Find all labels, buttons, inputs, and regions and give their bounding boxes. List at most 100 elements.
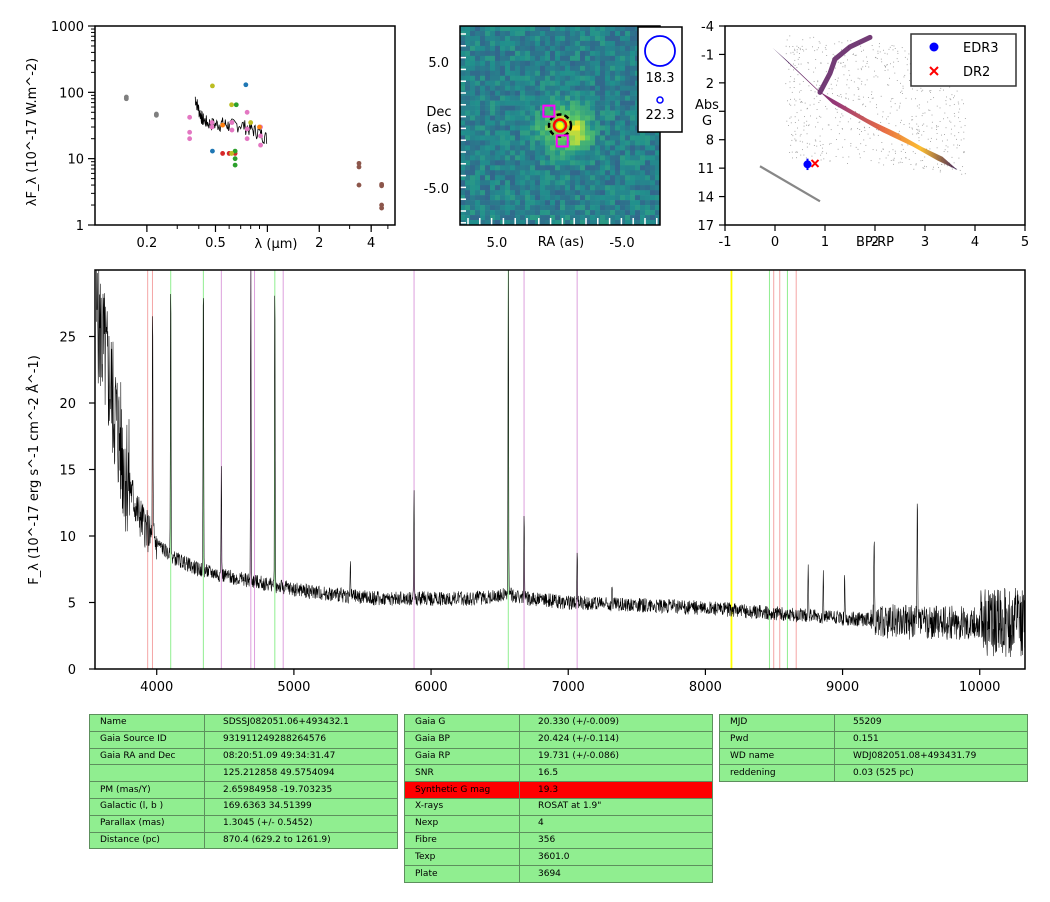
img-pixel [600, 175, 606, 181]
hr-background-star [822, 151, 824, 153]
img-pixel [630, 180, 636, 186]
img-pixel [485, 180, 491, 186]
img-pixel [630, 200, 636, 206]
img-pixel [555, 26, 561, 32]
img-pixel [515, 190, 521, 196]
img-pixel [585, 70, 591, 77]
hr-background-star [860, 67, 862, 69]
img-pixel [580, 180, 586, 186]
img-pixel [485, 55, 491, 62]
img-pixel [545, 215, 551, 221]
hr-background-star [834, 43, 836, 45]
img-pixel [595, 40, 601, 47]
img-pixel [585, 65, 591, 72]
img-pixel [470, 70, 476, 77]
img-pixel [640, 180, 646, 186]
img-pixel [575, 140, 581, 146]
hr-background-star [809, 104, 811, 106]
img-pixel [525, 70, 531, 77]
img-pixel [620, 220, 626, 226]
hr-background-star [882, 111, 884, 113]
img-pixel [620, 160, 626, 166]
img-pixel [550, 75, 556, 82]
hr-background-star [959, 144, 960, 146]
img-pixel [500, 215, 506, 221]
img-pixel [485, 26, 491, 32]
sed-photometry-point [229, 151, 234, 156]
img-pixel [645, 90, 651, 96]
img-pixel [575, 45, 581, 52]
hr-background-star [958, 132, 960, 134]
img-pixel [505, 180, 511, 186]
img-pixel [630, 190, 636, 196]
img-pixel [535, 60, 541, 67]
img-pixel [585, 150, 591, 156]
img-pixel [540, 205, 546, 211]
img-pixel [620, 95, 626, 101]
img-pixel [615, 150, 621, 156]
hr-background-star [929, 148, 931, 150]
img-pixel [535, 45, 541, 52]
hr-background-star [915, 98, 917, 100]
hr-background-star [791, 134, 793, 135]
img-pixel [585, 160, 591, 166]
img-pixel [510, 210, 516, 216]
img-pixel [615, 65, 621, 72]
hr-background-star [885, 157, 887, 159]
img-pixel [655, 200, 661, 206]
hr-background-star [837, 148, 839, 150]
hr-background-star [866, 61, 868, 63]
img-pixel [515, 145, 521, 151]
img-pixel [565, 220, 571, 226]
img-pixel [540, 170, 546, 176]
img-pixel [560, 180, 566, 186]
img-pixel [535, 40, 541, 47]
hr-background-star [872, 97, 874, 99]
img-pixel [465, 35, 471, 42]
hr-background-star [847, 121, 849, 123]
img-pixel [620, 70, 626, 77]
img-pixel [525, 135, 531, 141]
img-pixel [625, 30, 631, 37]
hr-background-star [790, 52, 792, 54]
img-pixel [565, 95, 571, 101]
img-pixel [500, 120, 506, 126]
img-pixel [515, 130, 521, 136]
img-pixel [585, 130, 591, 136]
hr-background-star [913, 168, 915, 170]
img-pixel [495, 75, 501, 82]
img-pixel [590, 26, 596, 32]
img-pixel [575, 95, 581, 101]
hr-background-star [896, 79, 898, 81]
img-pixel [490, 165, 496, 171]
img-pixel [460, 125, 466, 131]
img-pixel [580, 55, 586, 62]
img-pixel [560, 175, 566, 181]
hr-background-star [848, 70, 850, 72]
hr-background-star [822, 51, 823, 53]
hr-background-star [814, 91, 816, 93]
hr-background-star [882, 148, 884, 150]
img-pixel [470, 75, 476, 82]
img-pixel [500, 170, 506, 176]
img-pixel [560, 55, 566, 62]
img-pixel [460, 50, 466, 57]
hr-background-star [848, 87, 850, 89]
hr-background-star [911, 119, 913, 121]
hr-x-tick-label: -1 [719, 235, 732, 250]
img-pixel [515, 165, 521, 171]
table-value: 19.3 [519, 781, 713, 799]
hr-background-star [785, 83, 787, 85]
img-pixel [600, 160, 606, 166]
img-pixel [595, 95, 601, 101]
hr-background-star [905, 157, 907, 158]
img-pixel [520, 55, 526, 62]
img-pixel [560, 105, 566, 111]
img-pixel [585, 110, 591, 116]
img-pixel [485, 155, 491, 161]
img-pixel [510, 100, 516, 106]
img-pixel [505, 40, 511, 47]
hr-background-star [787, 100, 789, 102]
sed-spectrum-line [194, 96, 268, 145]
img-pixel [650, 65, 656, 72]
